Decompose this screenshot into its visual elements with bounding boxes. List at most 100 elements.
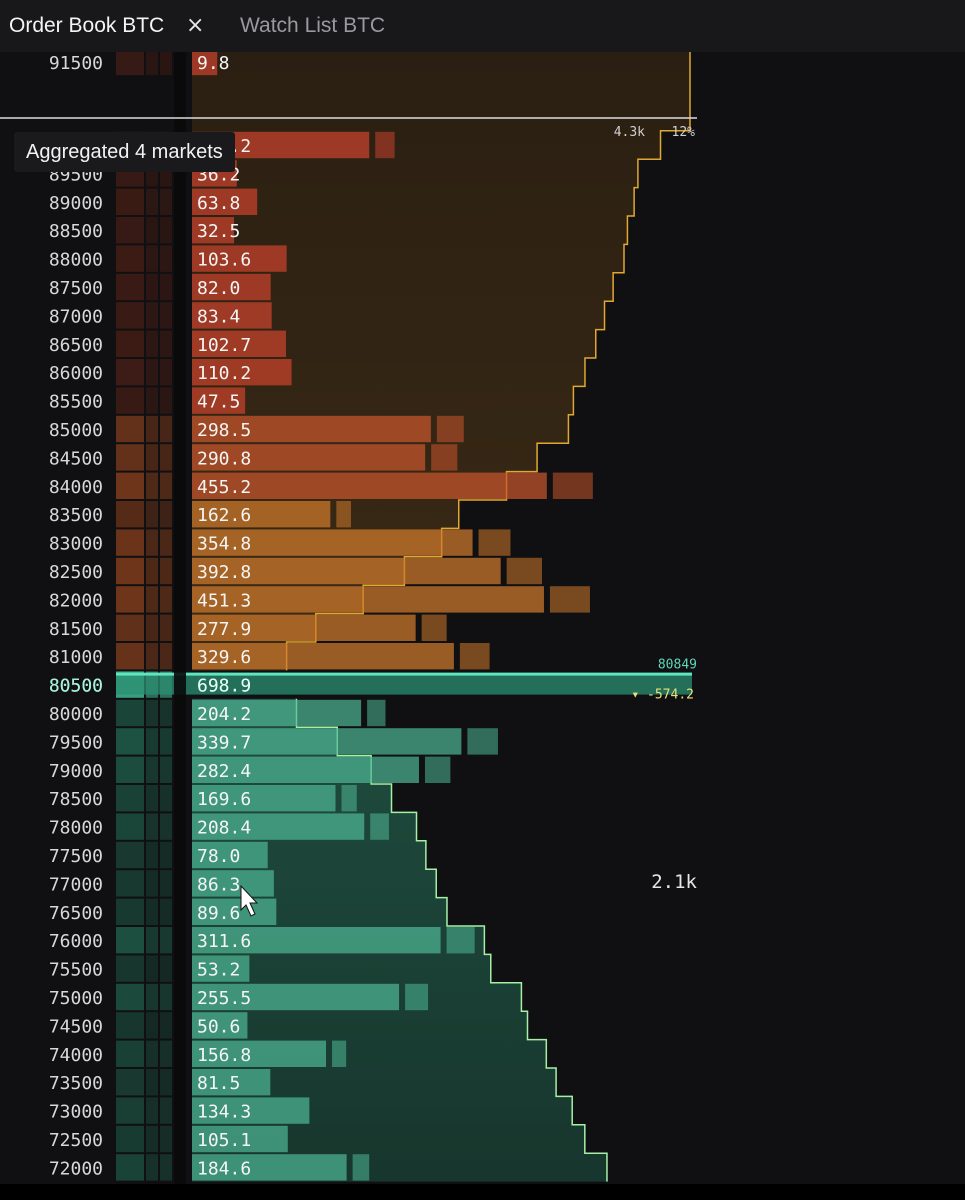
size-label[interactable]: 9.8 bbox=[197, 53, 230, 74]
size-label[interactable]: 50.6 bbox=[197, 1016, 240, 1037]
close-icon[interactable]: × bbox=[186, 13, 205, 38]
current-price-line bbox=[116, 672, 692, 676]
size-label[interactable]: 89.6 bbox=[197, 903, 240, 924]
price-label: 84000 bbox=[49, 477, 103, 498]
heatmap-cell bbox=[160, 359, 172, 386]
heatmap-cell bbox=[146, 529, 158, 556]
size-label[interactable]: 53.2 bbox=[197, 960, 240, 981]
size-label[interactable]: 354.8 bbox=[197, 534, 251, 555]
heatmap-cell bbox=[116, 245, 144, 272]
heatmap-cell bbox=[160, 1097, 172, 1124]
size-label[interactable]: 392.8 bbox=[197, 562, 251, 583]
ask-size-bar bbox=[552, 472, 593, 499]
price-label: 80000 bbox=[49, 704, 103, 725]
size-label[interactable]: 277.9 bbox=[197, 619, 251, 640]
size-label[interactable]: 102.7 bbox=[197, 335, 251, 356]
size-label[interactable]: 32.5 bbox=[197, 221, 240, 242]
size-label[interactable]: 169.6 bbox=[197, 789, 251, 810]
heatmap-cell bbox=[146, 302, 158, 329]
price-change: ▾ -574.2 bbox=[631, 688, 694, 703]
price-label: 75000 bbox=[49, 988, 103, 1009]
column-gutter bbox=[174, 52, 186, 1184]
price-label: 73500 bbox=[49, 1073, 103, 1094]
size-label[interactable]: 451.3 bbox=[197, 590, 251, 611]
size-label[interactable]: 339.7 bbox=[197, 732, 251, 753]
tab-bar: Order Book BTC × Watch List BTC bbox=[0, 0, 965, 53]
size-label[interactable]: 311.6 bbox=[197, 931, 251, 952]
size-label[interactable]: 105.1 bbox=[197, 1130, 251, 1151]
heatmap-cell bbox=[160, 643, 172, 670]
heatmap-cell bbox=[160, 302, 172, 329]
price-label: 78000 bbox=[49, 818, 103, 839]
price-label: 72500 bbox=[49, 1130, 103, 1151]
heatmap-cell bbox=[116, 1097, 144, 1124]
order-book-ladder[interactable]: 915009.890000215.28950036.28900063.88850… bbox=[0, 52, 965, 1184]
price-label: 79000 bbox=[49, 761, 103, 782]
heatmap-cell bbox=[146, 898, 158, 925]
size-label[interactable]: 455.2 bbox=[197, 477, 251, 498]
heatmap-cell bbox=[116, 387, 144, 414]
size-label[interactable]: 184.6 bbox=[197, 1158, 251, 1179]
size-label[interactable]: 290.8 bbox=[197, 448, 251, 469]
size-label[interactable]: 255.5 bbox=[197, 988, 251, 1009]
ask-size-bar bbox=[192, 472, 547, 499]
order-book-panel[interactable]: 915009.890000215.28950036.28900063.88850… bbox=[0, 52, 965, 1184]
ask-size-bar bbox=[436, 415, 464, 443]
heatmap-cell bbox=[116, 983, 144, 1011]
ask-size-bar bbox=[192, 501, 331, 528]
price-label: 82500 bbox=[49, 562, 103, 583]
bid-size-bar bbox=[352, 1154, 370, 1181]
heatmap-cell bbox=[160, 1069, 172, 1096]
heatmap-cell bbox=[116, 1040, 144, 1067]
heatmap-cell bbox=[116, 557, 144, 585]
size-label[interactable]: 208.4 bbox=[197, 818, 251, 839]
heatmap-cell bbox=[146, 983, 158, 1011]
heatmap-cell bbox=[160, 245, 172, 272]
heatmap-cell bbox=[146, 52, 158, 76]
size-label[interactable]: 83.4 bbox=[197, 306, 240, 327]
heatmap-cell bbox=[116, 586, 144, 613]
current-size-label[interactable]: 698.9 bbox=[197, 676, 251, 697]
size-label[interactable]: 103.6 bbox=[197, 250, 251, 271]
bid-size-bar bbox=[192, 785, 336, 812]
size-label[interactable]: 110.2 bbox=[197, 363, 251, 384]
price-label: 77500 bbox=[49, 846, 103, 867]
size-label[interactable]: 298.5 bbox=[197, 420, 251, 441]
heatmap-cell bbox=[146, 359, 158, 386]
ask-size-bar bbox=[192, 188, 258, 215]
bid-size-bar bbox=[192, 1012, 248, 1039]
size-label[interactable]: 81.5 bbox=[197, 1073, 240, 1094]
heatmap-cell bbox=[116, 529, 144, 556]
heatmap-cell bbox=[146, 955, 158, 982]
heatmap-cell bbox=[116, 359, 144, 386]
tab-watch-list-btc[interactable]: Watch List BTC bbox=[240, 14, 386, 37]
size-label[interactable]: 329.6 bbox=[197, 647, 251, 668]
price-label: 83000 bbox=[49, 534, 103, 555]
heatmap-cell bbox=[116, 927, 144, 954]
price-label: 81000 bbox=[49, 647, 103, 668]
size-label[interactable]: 63.8 bbox=[197, 193, 240, 214]
size-label[interactable]: 134.3 bbox=[197, 1102, 251, 1123]
bid-size-bar bbox=[192, 1097, 310, 1124]
price-label: 85000 bbox=[49, 420, 103, 441]
price-label: 81500 bbox=[49, 619, 103, 640]
size-label[interactable]: 86.3 bbox=[197, 874, 240, 895]
size-label[interactable]: 204.2 bbox=[197, 704, 251, 725]
heatmap-cell bbox=[116, 1012, 144, 1039]
current-price-band bbox=[116, 674, 692, 695]
heatmap-cell bbox=[146, 728, 158, 755]
size-label[interactable]: 162.6 bbox=[197, 505, 251, 526]
price-label: 74000 bbox=[49, 1045, 103, 1066]
heatmap-cell bbox=[160, 52, 172, 76]
heatmap-cell bbox=[160, 699, 172, 727]
tab-order-book-btc[interactable]: Order Book BTC bbox=[9, 14, 165, 37]
size-label[interactable]: 82.0 bbox=[197, 278, 240, 299]
heatmap-cell bbox=[146, 699, 158, 727]
size-label[interactable]: 156.8 bbox=[197, 1045, 251, 1066]
size-label[interactable]: 78.0 bbox=[197, 846, 240, 867]
bid-size-bar bbox=[367, 699, 386, 727]
size-label[interactable]: 47.5 bbox=[197, 392, 240, 413]
size-label[interactable]: 282.4 bbox=[197, 761, 251, 782]
price-label: 83500 bbox=[49, 505, 103, 526]
heatmap-cell bbox=[146, 643, 158, 670]
